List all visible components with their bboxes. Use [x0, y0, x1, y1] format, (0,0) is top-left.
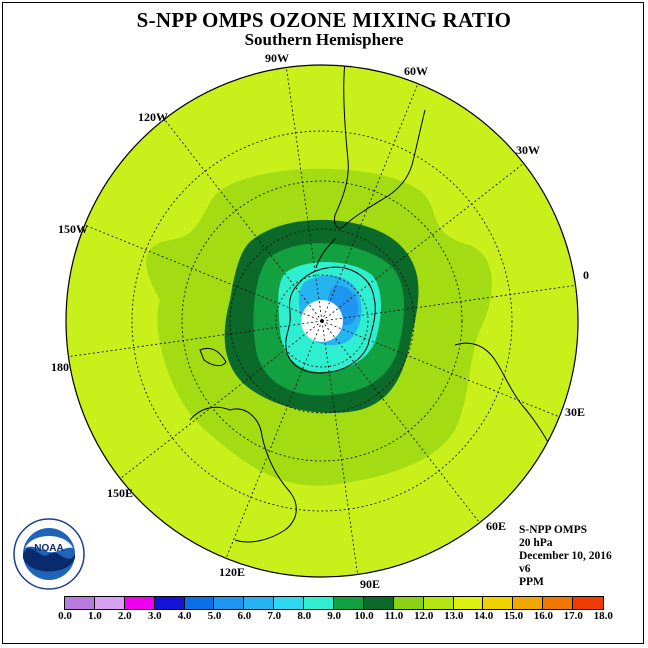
meridian-line: [321, 320, 564, 419]
colorbar-tick-label: 18.0: [593, 610, 613, 622]
lon-label-0: 0: [583, 268, 589, 282]
meridian-line: [116, 320, 323, 482]
lon-label-180: 180: [51, 360, 69, 374]
lon-label-60e: 60E: [486, 519, 507, 533]
colorbar-swatch: [274, 597, 305, 609]
lon-label-60w: 60W: [404, 64, 428, 78]
colorbar-swatch: [124, 597, 155, 609]
colorbar-tick-label: 14.0: [473, 610, 494, 622]
meridian-line: [66, 320, 323, 358]
colorbar-tick-label: 1.0: [88, 610, 102, 622]
colorbar-tick-label: 16.0: [533, 610, 554, 622]
lon-label-120e: 120E: [219, 565, 246, 579]
lon-label-30w: 30W: [516, 143, 540, 157]
info-instrument: S-NPP OMPS: [519, 524, 588, 536]
meridian-line: [321, 284, 578, 322]
info-level: 20 hPa: [519, 537, 553, 549]
info-block: S-NPP OMPS 20 hPa December 10, 2016 v6 P…: [519, 524, 612, 589]
lon-label-150w: 150W: [58, 222, 88, 236]
colorbar-tick-label: 12.0: [414, 610, 434, 622]
colorbar-swatch: [573, 597, 604, 609]
colorbar-swatch: [304, 597, 335, 609]
lon-label-90e: 90E: [360, 577, 381, 591]
coastlines: [189, 65, 557, 543]
meridian-line: [161, 115, 323, 322]
meridian-line: [80, 223, 323, 322]
lon-label-90w: 90W: [265, 51, 289, 65]
australia-coast: [189, 406, 297, 543]
map-subtitle: Southern Hemisphere: [244, 30, 404, 49]
info-unit: PPM: [519, 576, 544, 588]
colorbar-swatch: [453, 597, 484, 609]
colorbar: [64, 596, 605, 610]
meridian-line: [321, 160, 528, 322]
colorbar-tick-label: 3.0: [147, 610, 162, 622]
latitude-circle: [131, 130, 513, 512]
antarctic-peninsula-coast: [315, 237, 337, 269]
colorbar-tick-label: 4.0: [177, 610, 192, 622]
colorbar-swatch: [244, 597, 275, 609]
colorbar-tick-label: 6.0: [237, 610, 252, 622]
colorbar-tick-label: 2.0: [117, 610, 132, 622]
latitude-circle: [229, 228, 415, 414]
antarctica-coast: [285, 266, 376, 374]
colorbar-swatch: [363, 597, 394, 609]
latitude-circle: [275, 274, 369, 368]
meridian-line: [321, 320, 483, 527]
colorbar-tick-label: 7.0: [267, 610, 282, 622]
info-date: December 10, 2016: [519, 550, 612, 562]
colorbar-swatch: [334, 597, 364, 609]
colorbar-swatch: [154, 597, 185, 609]
colorbar-tick-label: 5.0: [207, 610, 222, 622]
colorbar-swatch: [513, 597, 544, 609]
colorbar-tick-label: 11.0: [384, 610, 404, 622]
africa-coast: [454, 342, 557, 459]
new-zealand-coast: [199, 347, 227, 367]
colorbar-tick-label: 0.0: [58, 610, 72, 622]
lon-label-30e: 30E: [565, 405, 586, 419]
colorbar-tick-label: 13.0: [444, 610, 464, 622]
colorbar-tick-label: 17.0: [563, 610, 583, 622]
noaa-logo: NOAA: [13, 518, 85, 590]
colorbar-swatch: [184, 597, 215, 609]
colorbar-tick-label: 9.0: [327, 610, 341, 622]
info-version: v6: [519, 563, 531, 575]
colorbar-tick-label: 10.0: [354, 610, 374, 622]
logo-text: NOAA: [34, 543, 63, 554]
colorbar-swatch: [483, 597, 514, 609]
graticule: [66, 65, 578, 577]
colorbar-swatch: [65, 597, 95, 609]
colorbar-swatch: [214, 597, 245, 609]
colorbar-swatch: [94, 597, 125, 609]
lon-label-150e: 150E: [107, 486, 134, 500]
colorbar-swatch: [543, 597, 574, 609]
colorbar-swatch: [393, 597, 424, 609]
meridian-line: [224, 320, 323, 563]
colorbar-tick-label: 8.0: [297, 610, 312, 622]
meridian-line: [321, 79, 420, 322]
meridian-line: [321, 320, 359, 577]
latitude-circle: [181, 180, 463, 462]
south-america-coast: [334, 65, 426, 229]
colorbar-swatch: [423, 597, 454, 609]
map-border: [65, 64, 579, 578]
map-title: S-NPP OMPS OZONE MIXING RATIO: [136, 8, 512, 32]
lon-label-120w: 120W: [138, 110, 168, 124]
meridian-line: [285, 65, 323, 322]
colorbar-tick-label: 15.0: [503, 610, 524, 622]
